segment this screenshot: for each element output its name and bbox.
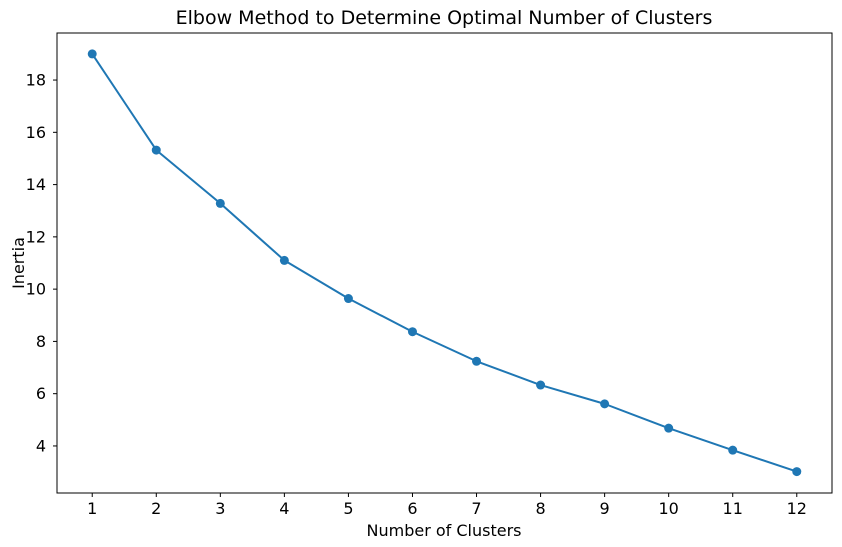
y-tick-label: 16 [26,123,46,142]
data-point [87,49,97,59]
data-point [279,255,289,265]
plot-area [57,33,832,493]
axes-frame [56,32,833,494]
y-tick-label: 6 [36,384,46,403]
y-tick-label: 10 [26,280,46,299]
x-tick-label: 12 [787,499,807,518]
y-axis-label: Inertia [9,237,28,289]
x-tick-label: 8 [535,499,545,518]
data-point [407,327,417,337]
data-point [600,399,610,409]
y-tick-label: 18 [26,71,46,90]
x-tick-label: 4 [279,499,289,518]
x-tick-label: 11 [723,499,743,518]
x-tick-label: 3 [215,499,225,518]
data-point [792,467,802,477]
data-point [728,445,738,455]
x-tick-label: 10 [658,499,678,518]
data-point [664,423,674,433]
x-tick-label: 9 [600,499,610,518]
chart-title: Elbow Method to Determine Optimal Number… [176,7,713,29]
x-tick-label: 2 [151,499,161,518]
series-line [91,52,798,473]
data-point [472,356,482,366]
data-point [151,145,161,155]
y-tick-label: 8 [36,332,46,351]
x-axis-label: Number of Clusters [367,521,522,540]
data-point [536,380,546,390]
x-tick-label: 6 [407,499,417,518]
y-tick-label: 12 [26,227,46,246]
data-point [343,294,353,304]
x-tick-label: 7 [471,499,481,518]
y-tick-label: 4 [36,436,46,455]
x-tick-label: 5 [343,499,353,518]
y-tick-label: 14 [26,175,46,194]
data-point [215,198,225,208]
line-series [87,49,802,477]
x-tick-label: 1 [87,499,97,518]
